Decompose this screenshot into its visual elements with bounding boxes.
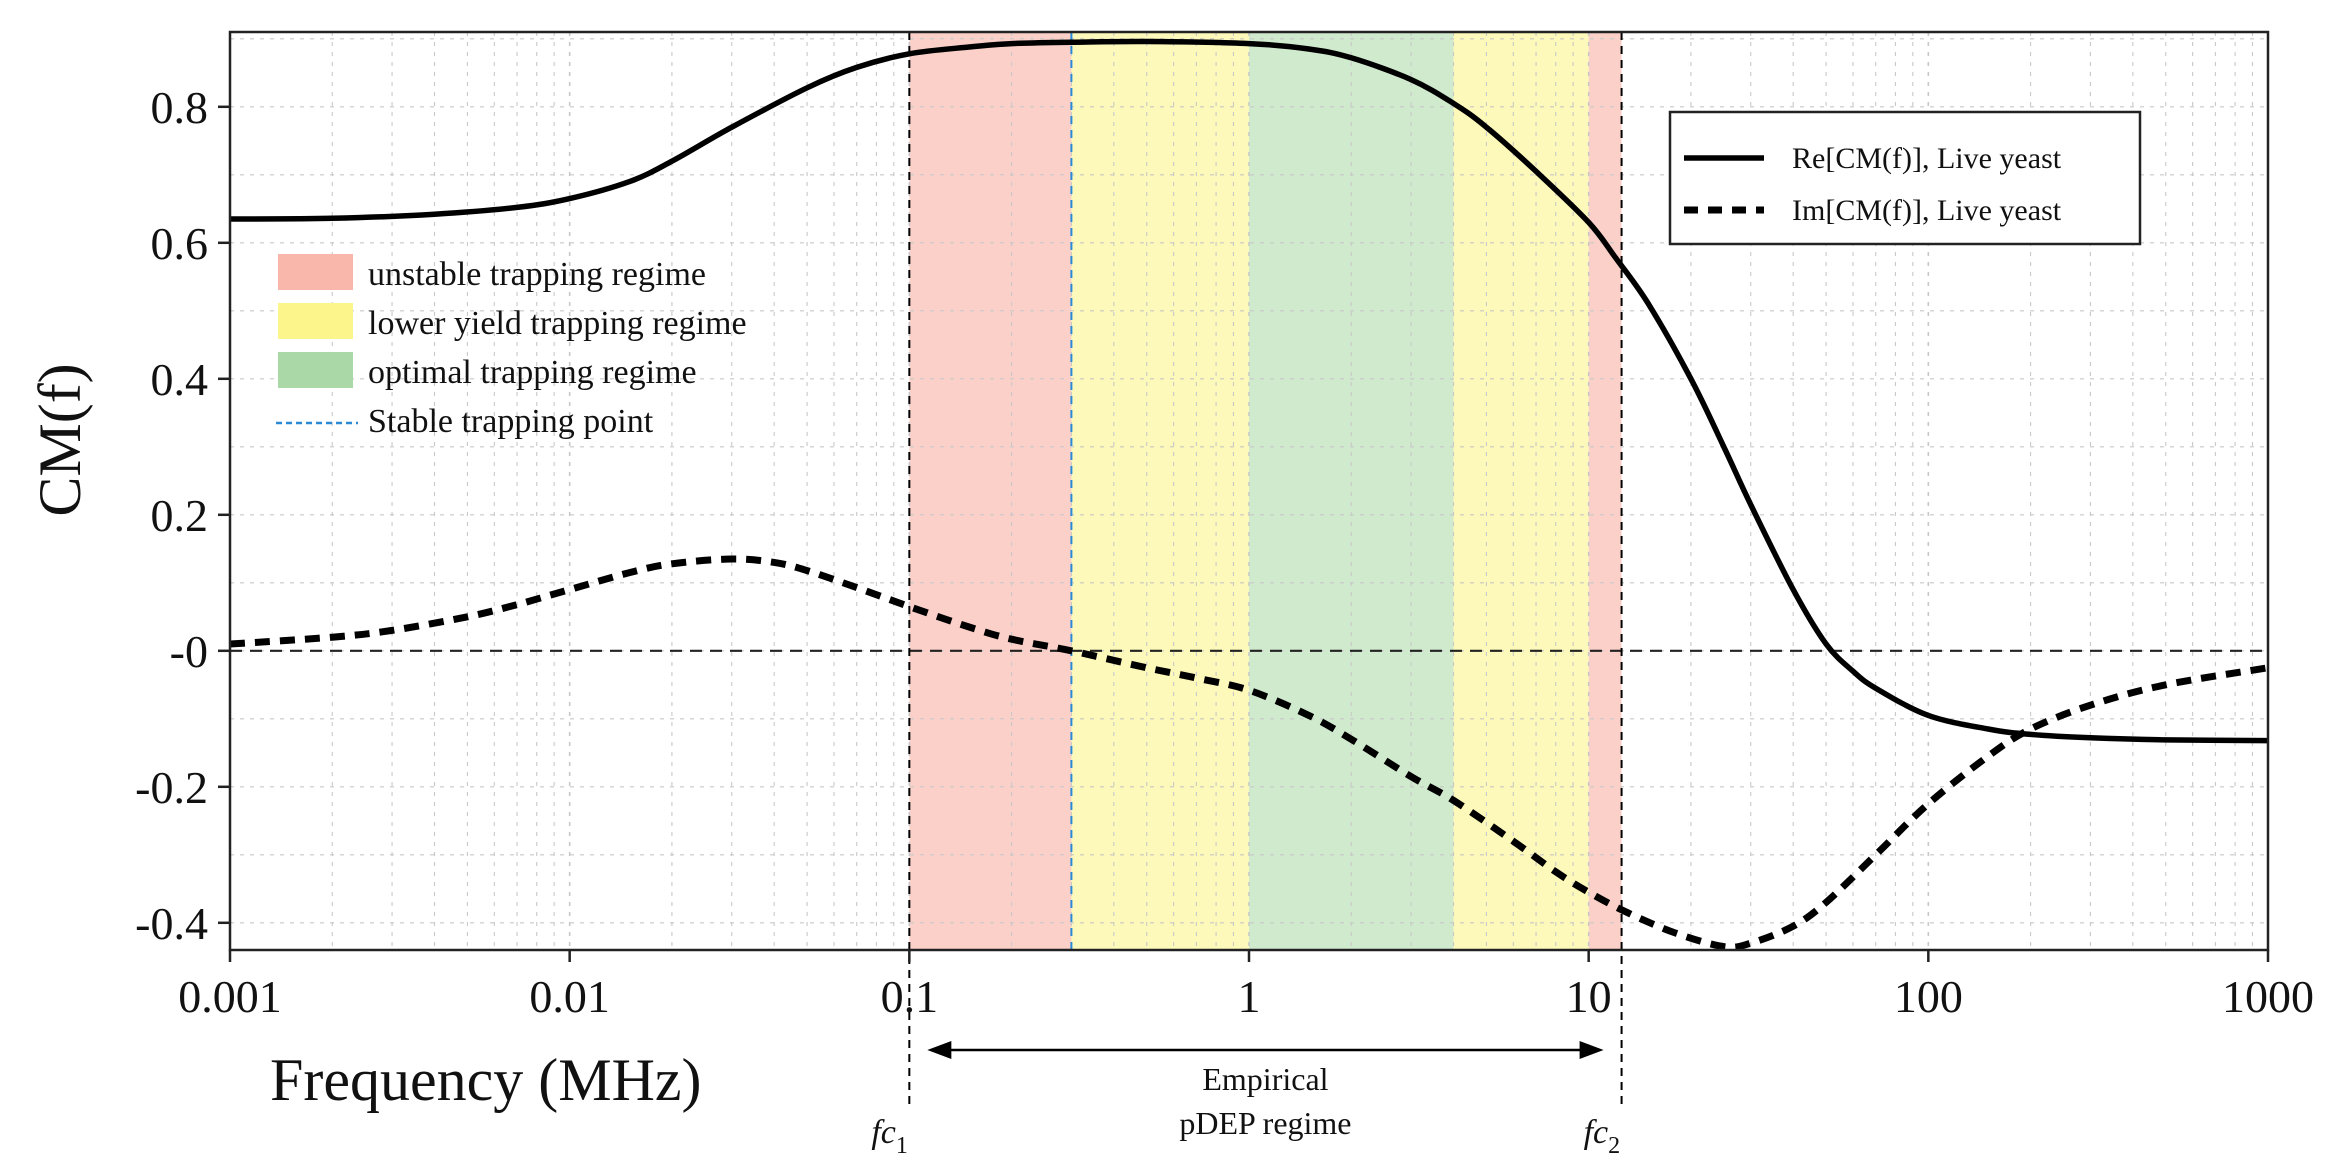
series-im-cm-line: [229, 555, 2269, 951]
x-tick-label: 100: [1894, 971, 1963, 1022]
pdep-range-annotation: fc1 fc2 Empirical pDEP regime: [871, 1041, 1620, 1159]
cutoff-label-1: fc1: [871, 1114, 908, 1159]
region-legend-swatch: [278, 303, 353, 339]
x-tick-label: 10: [1566, 971, 1612, 1022]
region-legend-label: unstable trapping regime: [368, 256, 706, 293]
region-band-2: [1071, 32, 1249, 950]
x-axis-title: Frequency (MHz): [270, 1047, 702, 1113]
region-legend-label: optimal trapping regime: [368, 354, 697, 391]
y-axis-title: CM(f): [27, 363, 93, 516]
range-arrow-right-head: [1579, 1041, 1604, 1059]
region-legend-swatch: [278, 254, 353, 290]
y-tick-label: -0.2: [135, 762, 208, 813]
x-tick-label: 1000: [2222, 971, 2314, 1022]
series-re-cm-line: [229, 38, 2269, 744]
region-legend-swatch: [278, 352, 353, 388]
series-legend: Re[CM(f)], Live yeast Im[CM(f)], Live yea…: [1668, 110, 2142, 246]
region-legend-label: lower yield trapping regime: [368, 305, 747, 342]
series-lines: [229, 38, 2269, 951]
series-legend-label: Im[CM(f)], Live yeast: [1792, 194, 2062, 227]
x-tick-label: 0.001: [178, 971, 282, 1022]
y-tick-label: 0.4: [151, 354, 209, 405]
range-arrow-left-head: [927, 1041, 952, 1059]
region-legend-label: Stable trapping point: [368, 403, 654, 440]
y-tick-label: 0.2: [151, 490, 209, 541]
region-band-1: [909, 32, 1072, 950]
range-label-line1: Empirical: [1202, 1061, 1328, 1097]
cutoff-lines: [908, 32, 1623, 1105]
region-band-5: [1588, 32, 1622, 950]
series-legend-label: Re[CM(f)], Live yeast: [1792, 142, 2062, 175]
x-tick-label: 0.01: [529, 971, 610, 1022]
y-tick-label: 0.8: [151, 82, 209, 133]
series-legend-box: [1668, 110, 2142, 246]
x-tick-label: 0.1: [881, 971, 939, 1022]
y-tick-label: -0.4: [135, 898, 208, 949]
y-tick-label: 0.6: [151, 218, 209, 269]
y-tick-label: -0: [170, 626, 208, 677]
range-label-line2: pDEP regime: [1179, 1105, 1351, 1141]
x-tick-label: 1: [1238, 971, 1261, 1022]
region-legend: unstable trapping regime lower yield trap…: [276, 254, 747, 440]
regime-bands: [909, 32, 1622, 950]
cutoff-label-2: fc2: [1584, 1114, 1621, 1159]
region-band-4: [1453, 32, 1589, 950]
axis-ticks: 0.001 0.01 0.1 1 10 100 1000 0.8 0.6 0.4 0.2 -0 -0.2…: [135, 82, 2314, 1022]
